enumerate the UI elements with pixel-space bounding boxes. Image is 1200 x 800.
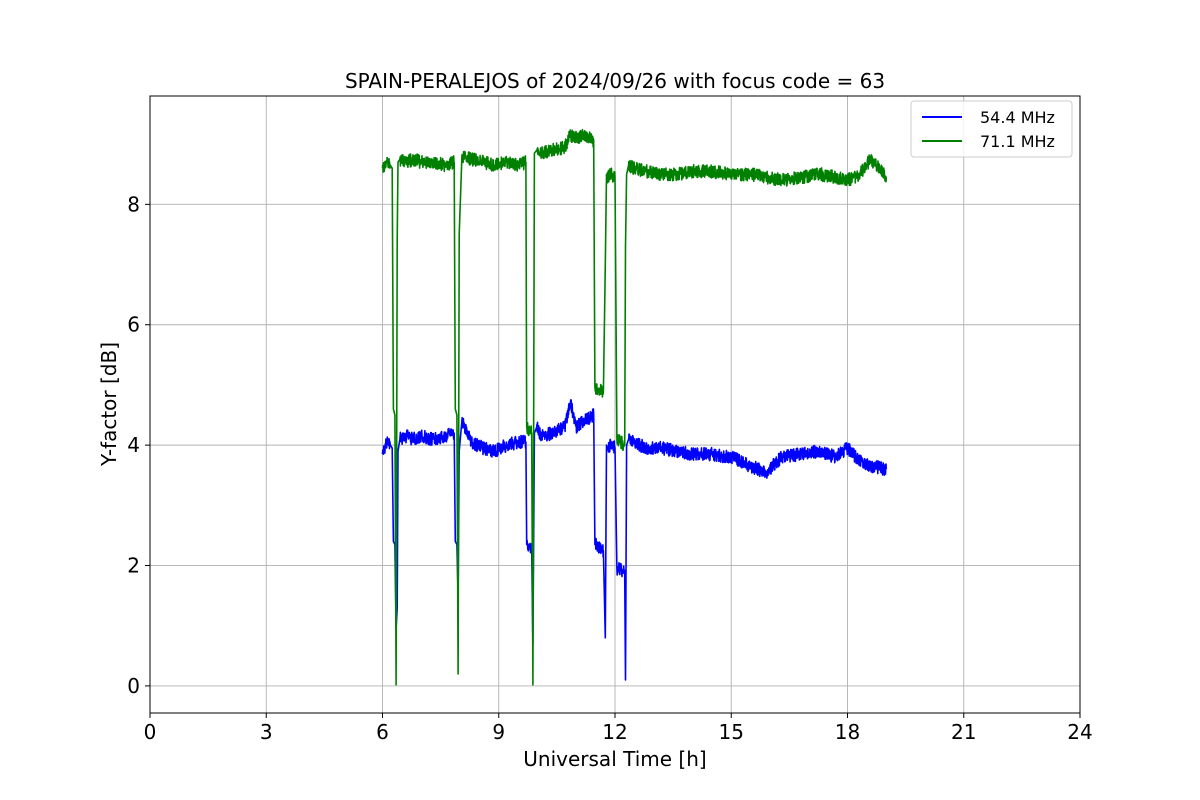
x-tick-label: 6 [376,720,389,744]
y-axis-label: Y-factor [dB] [97,342,121,467]
series-line-0 [381,399,888,681]
plot-area [381,128,888,686]
y-tick-label: 4 [127,433,140,457]
legend-box [910,100,1073,158]
chart-title: SPAIN-PERALEJOS of 2024/09/26 with focus… [345,69,885,93]
x-tick-label: 9 [492,720,505,744]
series-line-1 [381,128,888,686]
x-tick-label: 3 [260,720,273,744]
x-tick-label: 0 [144,720,157,744]
y-tick-label: 2 [127,554,140,578]
x-tick-label: 12 [602,720,627,744]
legend-label-71-mhz: 71.1 MHz [980,132,1055,151]
x-tick-label: 15 [719,720,744,744]
plot-frame [149,95,1081,714]
y-tick-label: 0 [127,674,140,698]
y-tick-label: 8 [127,192,140,216]
x-tick-label: 24 [1067,720,1092,744]
x-tick-label: 21 [951,720,976,744]
legend-label-54-mhz: 54.4 MHz [980,108,1055,127]
legend: 54.4 MHz 71.1 MHz [910,100,1073,158]
y-tick-label: 6 [127,313,140,337]
x-tick-label: 18 [835,720,860,744]
x-axis-label: Universal Time [h] [523,747,706,771]
